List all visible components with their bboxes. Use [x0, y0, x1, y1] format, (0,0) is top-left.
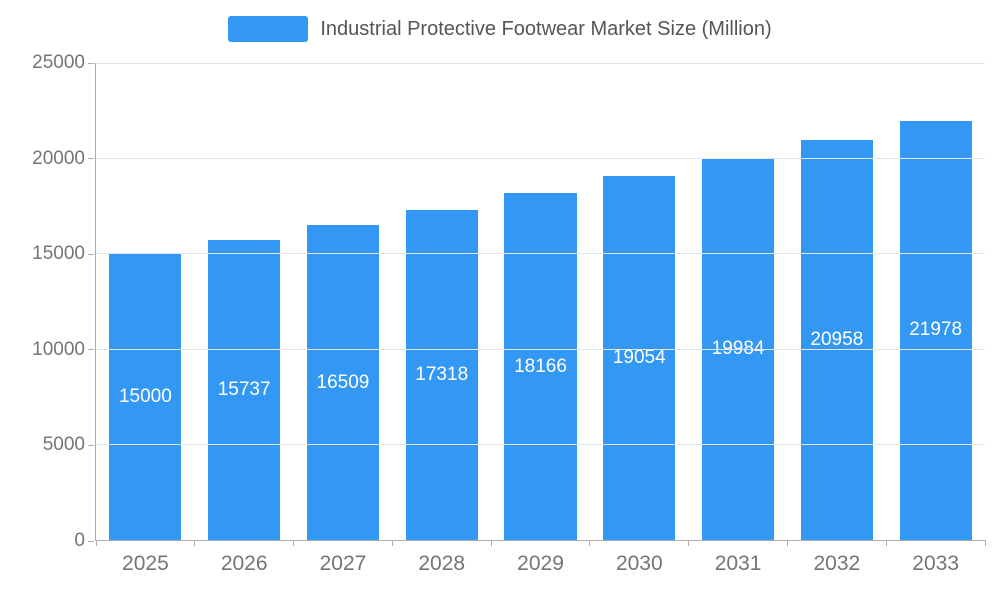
bar-value-label: 20958 [810, 329, 864, 351]
bar-value-label: 17318 [415, 363, 469, 385]
bar-value-label: 19054 [612, 347, 666, 369]
bar-value-label: 21978 [909, 319, 963, 341]
x-tick-label: 2030 [615, 552, 663, 575]
x-tick-label: 2028 [418, 552, 466, 575]
bar-2033[interactable]: 21978 [899, 120, 972, 540]
bar-slot: 18166 2029 [491, 63, 590, 575]
gridline [96, 253, 985, 255]
x-tick-label: 2025 [122, 552, 169, 575]
gridline [96, 444, 985, 446]
y-axis-tick-mark [88, 349, 94, 351]
y-tick-label: 10000 [32, 338, 85, 360]
x-tick-label: 2031 [714, 552, 762, 575]
bar-value-label: 18166 [514, 355, 567, 377]
gridline [96, 62, 985, 64]
legend-swatch[interactable] [228, 16, 309, 42]
y-tick-label: 25000 [32, 52, 85, 73]
bar-slot: 15737 2026 [195, 63, 294, 575]
x-tick-label: 2029 [517, 552, 564, 575]
bar-value-label: 16509 [316, 371, 370, 393]
x-axis-tick-mark [95, 540, 97, 546]
y-axis-tick-mark [88, 253, 94, 255]
bar-2028[interactable]: 17318 [405, 209, 478, 540]
y-tick-label: 5000 [42, 434, 85, 456]
x-tick-label: 2032 [813, 552, 861, 575]
x-axis-tick-mark [885, 540, 887, 546]
x-tick-label: 2027 [319, 552, 367, 575]
bar-slot: 16509 2027 [294, 63, 393, 575]
x-tick-label: 2026 [220, 552, 268, 575]
y-axis-tick-mark [88, 62, 94, 64]
bar-slot: 19984 2031 [689, 63, 788, 575]
x-axis-tick-mark [589, 540, 591, 546]
legend[interactable]: Industrial Protective Footwear Market Si… [0, 16, 1000, 42]
y-axis-tick-mark [88, 444, 94, 446]
x-axis-tick-mark [194, 540, 196, 546]
bar-2026[interactable]: 15737 [208, 239, 281, 540]
bar-2030[interactable]: 19054 [603, 176, 676, 540]
x-axis-tick-mark [391, 540, 393, 546]
x-axis-tick-mark [984, 540, 986, 546]
y-tick-label: 20000 [32, 147, 85, 169]
y-tick-label: 15000 [32, 243, 85, 265]
gridline [96, 348, 985, 350]
x-axis-tick-mark [490, 540, 492, 546]
bar-2025[interactable]: 15000 [109, 253, 182, 540]
bar-slot: 20958 2032 [787, 63, 886, 575]
bar-slot: 17318 2028 [392, 63, 491, 575]
bar-slot: 21978 2033 [886, 63, 985, 575]
gridline [96, 157, 985, 159]
bar-value-label: 15000 [118, 385, 172, 407]
legend-label: Industrial Protective Footwear Market Si… [320, 17, 772, 40]
x-axis-tick-mark [293, 540, 295, 546]
bars: 15000 2025 15737 2026 16509 2027 17318 2028 1816… [96, 63, 985, 575]
bar-2029[interactable]: 18166 [504, 193, 577, 540]
bar-slot: 19054 2030 [590, 63, 689, 575]
y-axis: 0 5000 10000 15000 20000 25000 [0, 52, 94, 551]
bar-2027[interactable]: 16509 [306, 225, 379, 540]
x-axis-tick-mark [786, 540, 788, 546]
bar-value-label: 15737 [217, 378, 271, 400]
x-axis-tick-mark [688, 540, 690, 546]
y-axis-tick-mark [88, 158, 94, 160]
y-axis-tick-mark [88, 540, 94, 542]
plot-area: 15000 2025 15737 2026 16509 2027 17318 2028 1816… [95, 62, 986, 575]
bar-2032[interactable]: 20958 [800, 140, 873, 540]
bar-slot: 15000 2025 [96, 63, 195, 575]
y-tick-label: 0 [74, 530, 85, 551]
x-tick-label: 2033 [912, 552, 959, 575]
